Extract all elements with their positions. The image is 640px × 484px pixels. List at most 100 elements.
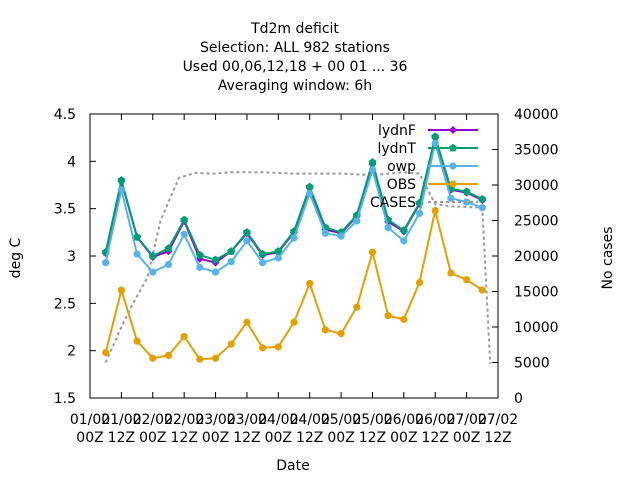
data-point — [431, 139, 439, 147]
series-lydnf — [101, 133, 487, 267]
legend-label: owp — [387, 159, 416, 175]
data-point — [321, 229, 329, 237]
x-tick-label-date: 05/02 — [321, 412, 361, 428]
data-point — [102, 348, 110, 357]
data-point — [462, 187, 471, 195]
title-line: Averaging window: 6h — [218, 78, 372, 94]
y2-tick-label: 20000 — [514, 249, 559, 265]
y2-tick-label: 0 — [514, 391, 523, 407]
y-tick-label: 3.5 — [54, 202, 76, 218]
x-tick-label-date: 02/02 — [164, 412, 204, 428]
x-tick-label-date: 06/02 — [384, 412, 424, 428]
data-point — [478, 195, 487, 203]
data-point — [133, 250, 141, 258]
data-point — [368, 166, 377, 174]
data-point — [399, 226, 408, 234]
y2-axis-label: No cases — [600, 227, 616, 290]
data-point — [242, 228, 251, 236]
data-point — [117, 286, 125, 294]
x-tick-label-date: 07/02 — [446, 412, 486, 428]
x-tick-label-hour: 12Z — [170, 430, 197, 446]
data-point — [133, 337, 141, 345]
data-point — [415, 278, 424, 287]
y2-tick-label: 5000 — [514, 356, 550, 372]
data-point — [337, 232, 345, 240]
legend-marker — [449, 162, 457, 170]
data-point — [478, 286, 486, 294]
data-point — [227, 340, 235, 348]
data-point — [463, 276, 471, 284]
title-line: Used 00,06,12,18 + 00 01 ... 36 — [183, 59, 408, 75]
x-tick-label-hour: 12Z — [484, 430, 511, 446]
data-point — [368, 158, 377, 166]
data-point — [415, 209, 424, 217]
data-point — [164, 244, 173, 252]
cases-line — [104, 171, 492, 364]
data-point — [227, 258, 235, 266]
data-point — [102, 259, 110, 267]
data-point — [258, 249, 267, 258]
data-point — [133, 232, 142, 241]
x-tick-label-hour: 00Z — [139, 430, 166, 446]
x-tick-label-date: 05/02 — [352, 412, 392, 428]
data-point — [306, 189, 314, 198]
y2-tick-label: 40000 — [514, 107, 559, 123]
x-tick-label-hour: 00Z — [265, 430, 292, 446]
data-point — [290, 318, 298, 326]
x-tick-label-date: 07/02 — [478, 412, 518, 428]
data-point — [368, 248, 377, 256]
data-point — [400, 237, 408, 245]
data-point — [274, 254, 282, 262]
legend-marker — [449, 180, 457, 188]
data-point — [306, 279, 314, 288]
x-axis: 01/02 00Z 01/02 12Z 02/02 00Z 02/02 12Z 03/02 00Z… — [70, 114, 518, 446]
data-point — [259, 344, 267, 352]
y-tick-label: 4 — [67, 154, 76, 170]
title-line: Selection: ALL 982 stations — [200, 40, 390, 56]
x-tick-label-date: 02/02 — [133, 412, 173, 428]
y2-tick-label: 30000 — [514, 178, 559, 194]
x-tick-label-hour: 12Z — [233, 430, 260, 446]
title-line: Td2m deficit — [250, 21, 339, 37]
data-point — [149, 354, 157, 362]
legend-marker — [449, 126, 457, 134]
x-tick-label-hour: 00Z — [390, 430, 417, 446]
data-point — [478, 204, 486, 212]
data-point — [431, 132, 440, 141]
x-tick-label-hour: 12Z — [108, 430, 135, 446]
x-axis-label: Date — [276, 458, 309, 474]
data-point — [195, 250, 204, 259]
data-point — [243, 237, 251, 245]
legend-label: CASES — [370, 195, 416, 211]
y-axis-label: deg C — [8, 237, 24, 278]
data-point — [353, 303, 361, 311]
data-point — [149, 268, 157, 276]
x-tick-label-date: 01/02 — [70, 412, 110, 428]
data-point — [211, 255, 220, 264]
x-tick-label-hour: 00Z — [327, 430, 354, 446]
data-point — [384, 224, 392, 232]
y2-axis: 0 5000 10000 15000 20000 25000 30000 35000 40000 — [492, 107, 559, 407]
y-tick-label: 1.5 — [54, 391, 76, 407]
series-line — [104, 133, 483, 264]
x-tick-label-date: 04/02 — [258, 412, 298, 428]
legend-marker — [449, 143, 457, 152]
x-tick-label-date: 01/02 — [101, 412, 141, 428]
data-point — [164, 351, 173, 359]
y-tick-label: 2.5 — [54, 296, 76, 312]
y2-tick-label: 25000 — [514, 214, 559, 230]
y2-tick-label: 15000 — [514, 285, 559, 301]
x-tick-label-hour: 12Z — [422, 430, 449, 446]
legend-label: OBS — [387, 177, 416, 193]
data-point — [180, 230, 188, 238]
legend-label: lydnF — [378, 123, 416, 139]
data-point — [384, 312, 392, 320]
data-point — [196, 263, 204, 271]
data-point — [447, 194, 455, 202]
y-tick-label: 3 — [67, 249, 76, 265]
data-point — [274, 247, 283, 255]
data-point — [259, 259, 267, 267]
y2-tick-label: 10000 — [514, 320, 559, 336]
data-point — [243, 318, 251, 326]
